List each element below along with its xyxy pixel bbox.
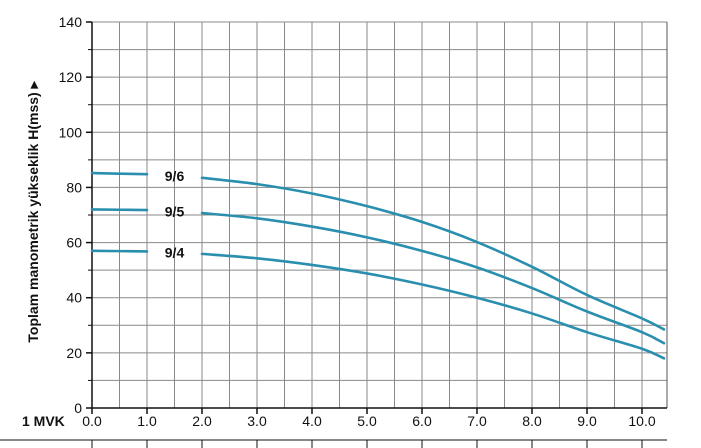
x-tick-label: 9.0 [577,413,597,429]
y-tick-label: 120 [59,69,83,85]
labels: 0 20 40 60 80 100 120 140 0.0 1.0 2.0 3.0 4.0 5.0 6.0 7… [59,14,656,429]
series-line [90,249,149,253]
y-tick-label: 20 [66,345,82,361]
y-tick-label: 140 [59,14,83,30]
x-tick-label: 10.0 [628,413,655,429]
x-unit-label: 1 MVK [22,413,65,429]
series-line [200,211,666,345]
x-tick-label: 0.0 [82,413,102,429]
series-line [200,176,666,331]
y-tick-label: 60 [66,235,82,251]
x-tick-label: 6.0 [412,413,432,429]
x-tick-label: 2.0 [192,413,212,429]
y-tick-label: 40 [66,290,82,306]
x-tick-label: 3.0 [247,413,267,429]
series-line [200,252,666,360]
series-name-label: 9/4 [165,245,185,261]
grid [91,21,667,409]
series-name-label: 9/5 [165,204,185,220]
y-tick-label: 0 [74,400,82,416]
series-line [90,171,149,176]
axes [0,21,668,448]
y-tick-label: 100 [59,124,83,140]
x-tick-label: 4.0 [302,413,322,429]
y-axis-label: Toplam manometrik yükseklik H(mss) ▸ [25,80,41,342]
x-tick-label: 1.0 [137,413,157,429]
x-tick-label: 8.0 [522,413,542,429]
y-tick-label: 80 [66,179,82,195]
x-tick-label: 7.0 [467,413,487,429]
x-tick-label: 5.0 [357,413,377,429]
series-name-label: 9/6 [165,168,185,184]
series-lines [90,171,666,360]
series-line [90,208,149,212]
